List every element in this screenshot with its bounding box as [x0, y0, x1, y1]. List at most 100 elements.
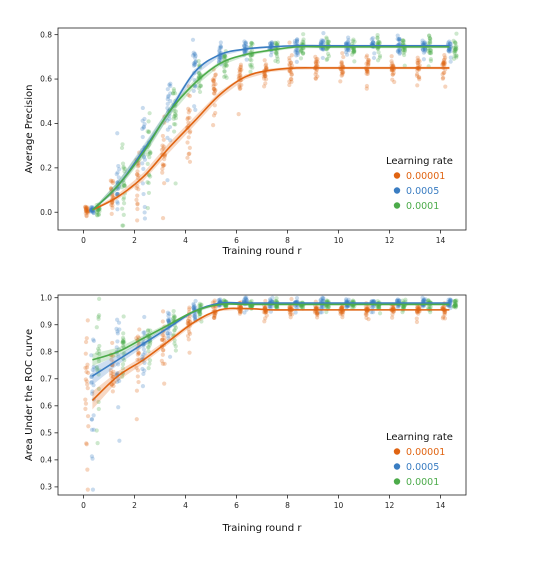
scatter-point	[192, 312, 197, 318]
scatter-point	[147, 361, 152, 366]
scatter-point	[146, 129, 152, 134]
x-tick-label: 8	[285, 501, 290, 510]
scatter-point	[287, 304, 293, 309]
scatter-point	[84, 336, 89, 341]
scatter-point	[142, 210, 147, 215]
scatter-point	[192, 62, 198, 67]
scatter-point	[319, 38, 324, 43]
scatter-point	[115, 362, 121, 367]
scatter-point	[298, 48, 303, 53]
scatter-point	[197, 70, 202, 76]
scatter-point	[91, 338, 97, 344]
scatter-point	[364, 71, 369, 76]
scatter-point	[85, 414, 91, 419]
scatter-point	[109, 200, 115, 206]
scatter-point	[140, 161, 145, 166]
scatter-point	[275, 56, 280, 61]
scatter-point	[426, 299, 431, 304]
scatter-point	[376, 304, 381, 309]
x-tick-label: 6	[234, 501, 239, 510]
y-tick-label: 1.0	[40, 293, 52, 302]
scatter-point	[443, 309, 448, 314]
scatter-point	[213, 110, 218, 116]
scatter-point	[346, 41, 351, 46]
scatter-point	[441, 60, 446, 65]
scatter-point	[137, 357, 142, 362]
scatter-point	[84, 207, 89, 213]
scatter-point	[369, 41, 374, 46]
scatter-point	[289, 60, 294, 65]
scatter-point	[84, 205, 89, 210]
scatter-point	[166, 319, 171, 325]
series-line-0.0005	[91, 301, 450, 377]
scatter-point	[224, 63, 229, 68]
scatter-point	[217, 45, 222, 51]
scatter-point	[110, 205, 115, 211]
scatter-point	[321, 296, 326, 301]
scatter-point	[198, 83, 204, 89]
scatter-point	[121, 223, 126, 228]
legend-label: 0.0005	[406, 462, 439, 473]
scatter-point	[442, 310, 447, 315]
scatter-point	[108, 186, 114, 191]
scatter-point	[91, 364, 96, 369]
scatter-point	[172, 341, 177, 346]
scatter-point	[442, 312, 447, 317]
scatter-point	[160, 162, 165, 167]
scatter-point	[263, 305, 268, 310]
scatter-point	[324, 309, 329, 315]
scatter-point	[137, 327, 142, 332]
scatter-point	[452, 53, 457, 59]
scatter-point	[84, 209, 89, 214]
scatter-point	[366, 57, 371, 62]
scatter-point	[146, 344, 151, 350]
scatter-point	[249, 40, 254, 46]
scatter-point	[116, 354, 121, 359]
scatter-point	[162, 154, 167, 159]
scatter-point	[402, 52, 407, 58]
scatter-point	[140, 134, 145, 140]
scatter-point	[120, 142, 125, 147]
scatter-point	[452, 299, 457, 304]
scatter-point	[326, 304, 331, 309]
scatter-point	[442, 57, 447, 62]
scatter-point	[186, 327, 191, 332]
scatter-point	[88, 208, 94, 213]
scatter-point	[173, 109, 178, 114]
scatter-point	[109, 211, 114, 216]
scatter-point	[146, 328, 151, 333]
scatter-point	[211, 78, 216, 83]
scatter-point	[321, 305, 326, 310]
scatter-point	[453, 304, 459, 309]
scatter-point	[83, 377, 88, 382]
scatter-point	[168, 91, 173, 96]
scatter-point	[287, 62, 292, 67]
scatter-point	[237, 82, 242, 88]
scatter-point	[452, 302, 458, 307]
scatter-point	[338, 310, 344, 316]
scatter-point	[414, 319, 420, 325]
scatter-point	[288, 315, 293, 320]
scatter-point	[415, 83, 420, 88]
scatter-point	[454, 300, 459, 305]
scatter-point	[453, 301, 458, 306]
scatter-point	[237, 70, 242, 75]
scatter-point	[446, 46, 452, 51]
scatter-point	[428, 309, 433, 315]
scatter-point	[173, 181, 178, 186]
scatter-point	[423, 297, 428, 302]
scatter-point	[212, 87, 217, 92]
scatter-point	[397, 38, 402, 44]
scatter-point	[111, 383, 116, 389]
scatter-point	[243, 295, 248, 300]
scatter-point	[190, 37, 196, 42]
scatter-point	[160, 133, 165, 139]
scatter-point	[242, 43, 247, 48]
x-tick-label: 8	[285, 236, 290, 245]
scatter-point	[145, 129, 150, 134]
scatter-point	[300, 51, 306, 56]
scatter-point	[262, 73, 268, 79]
scatter-point	[318, 297, 323, 302]
y-tick-label: 0.6	[40, 75, 52, 84]
scatter-point	[376, 50, 381, 55]
